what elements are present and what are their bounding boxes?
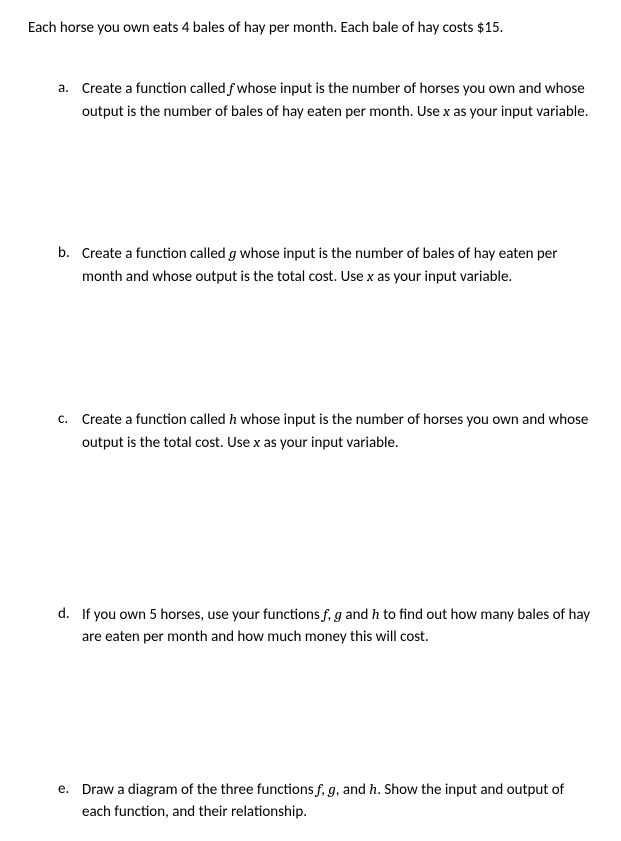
item-marker: b. <box>58 243 82 289</box>
list-item: d.If you own 5 horses, use your function… <box>58 604 593 649</box>
items-list: a.Create a function called f whose input… <box>28 78 593 824</box>
list-item: a.Create a function called f whose input… <box>58 78 593 124</box>
problem-intro: Each horse you own eats 4 bales of hay p… <box>28 18 593 40</box>
item-marker: a. <box>58 78 82 124</box>
item-content: Create a function called g whose input i… <box>82 243 593 289</box>
item-content: Draw a diagram of the three functions f,… <box>82 779 593 824</box>
list-item: c.Create a function called h whose input… <box>58 409 593 455</box>
item-content: If you own 5 horses, use your functions … <box>82 604 593 649</box>
item-content: Create a function called f whose input i… <box>82 78 593 124</box>
item-content: Create a function called h whose input i… <box>82 409 593 455</box>
list-item: b.Create a function called g whose input… <box>58 243 593 289</box>
item-marker: c. <box>58 409 82 455</box>
item-marker: e. <box>58 779 82 824</box>
item-marker: d. <box>58 604 82 649</box>
list-item: e.Draw a diagram of the three functions … <box>58 779 593 824</box>
